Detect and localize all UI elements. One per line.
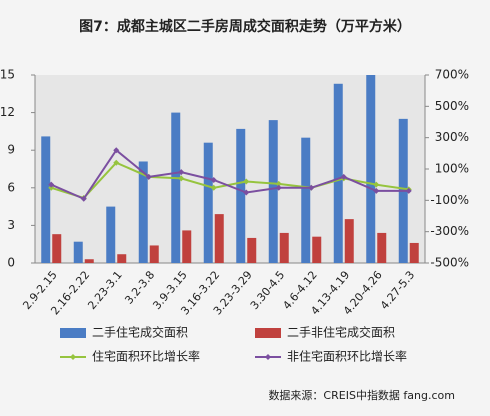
marker [405,187,412,194]
bar [73,241,83,263]
y2-tick-label: 500% [435,99,469,113]
bar [203,142,213,263]
marker [80,195,87,202]
bar [366,75,376,263]
bar [149,245,159,263]
y2-tick-label: 700% [435,68,469,82]
legend-label: 住宅面积环比增长率 [92,349,200,364]
y2-tick-label: 100% [435,162,469,176]
marker [48,181,55,188]
marker [113,147,120,154]
legend-swatch [255,328,281,338]
bar [377,232,387,263]
marker [210,184,217,191]
legend-label: 二手非住宅成交面积 [287,325,395,340]
bar [117,254,127,263]
marker [275,184,282,191]
bar [279,232,289,263]
source: 数据来源：CREIS中指数据 fang.com [268,388,455,402]
marker [275,180,282,187]
bar [138,161,148,263]
marker [178,169,185,176]
marker [373,187,380,194]
bar [409,242,419,263]
plot-area [35,75,425,263]
bar [182,230,192,263]
bar [214,214,224,263]
legend-label: 二手住宅成交面积 [92,325,188,340]
bar [333,83,343,263]
marker [243,178,250,185]
bar [171,112,181,263]
marker [243,189,250,196]
bar [344,219,354,263]
y2-tick-label: -100% [430,193,469,207]
y-tick-label: 15 [0,68,15,82]
bar [247,237,257,263]
marker [145,173,152,180]
marker [340,173,347,180]
marker [308,184,315,191]
bar [268,120,278,264]
y-tick-label: 6 [7,180,15,194]
legend-swatch [60,328,86,338]
legend-marker [265,354,271,360]
marker [178,175,185,182]
y-tick-label: 12 [0,105,15,119]
y-tick-label: 3 [7,218,15,232]
line [50,148,409,201]
y-tick-label: 0 [7,256,15,270]
bar [41,136,51,263]
bar [236,128,246,263]
y2-tick-label: -500% [430,256,469,270]
bar [301,137,311,263]
bar [312,236,322,263]
y2-tick-label: -300% [430,224,469,238]
chart-title: 图7：成都主城区二手房周成交面积走势（万平方米） [79,18,411,35]
marker [210,176,217,183]
bar [106,206,116,263]
legend-label: 非住宅面积环比增长率 [287,349,407,364]
y-tick-label: 9 [7,143,15,157]
legend-marker [70,354,76,360]
marker [113,159,120,166]
bar [52,234,62,263]
marker [373,181,380,188]
y2-tick-label: 300% [435,130,469,144]
bar [84,259,94,263]
